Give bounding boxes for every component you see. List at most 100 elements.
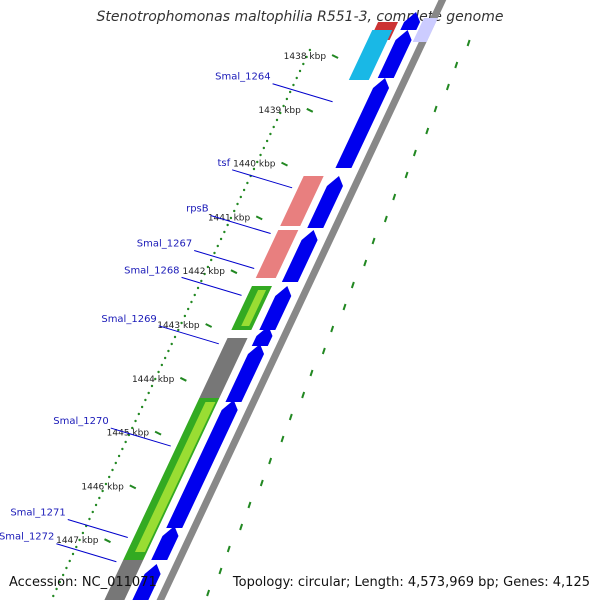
gc-content-dot [190,300,193,304]
gene-label: tsf [217,158,230,169]
tick-mark [104,538,111,544]
gc-content-dot [288,90,292,94]
gc-content-dot [111,468,114,472]
gc-content-dot [252,167,256,171]
map-title: Stenotrophomonas maltophilia R551-3, com… [96,9,504,25]
gc-content-dot [233,209,236,213]
gc-skew-dash [433,105,438,113]
leader-line [56,543,117,563]
gc-content-dot [121,447,124,451]
tick-mark [281,161,288,167]
gc-content-dot [75,545,78,549]
gc-content-dot [203,272,206,276]
gc-content-dot [114,461,117,465]
gene-label: Smal_1270 [53,416,108,427]
gc-content-dot [180,321,183,325]
gc-content-dot [157,370,160,374]
tick-label: 1443 kbp [157,321,200,331]
gc-content-dot [163,356,167,360]
tick-mark [205,323,213,328]
gc-skew-dash [350,281,355,289]
gc-content-dot [131,426,134,430]
gc-content-dot [223,230,226,234]
gc-skew-right-track [206,39,471,597]
gc-content-dot [196,286,200,290]
gene-label: Smal_1271 [10,508,65,519]
gc-content-left-track [52,48,312,598]
gc-content-dot [246,181,249,185]
tick-mark [331,54,339,59]
gc-skew-dash [383,215,388,223]
gc-content-dot [78,538,81,542]
tick-label: 1439 kbp [258,106,301,116]
gc-content-dot [183,314,187,318]
gc-content-dot [167,349,170,353]
gc-content-dot [305,55,308,59]
leader-line [158,325,219,345]
gc-content-dot [282,104,285,108]
gc-skew-dash [309,369,314,377]
tsf-feature [280,176,324,226]
gc-skew-dash [259,479,264,487]
gc-skew-dash [412,149,417,157]
gc-content-dot [226,223,229,227]
halo-feature [412,18,438,42]
gc-skew-dash [218,567,223,575]
backbone-line [156,0,447,600]
gc-skew-dash [247,501,252,509]
gc-content-dot [150,384,154,388]
leader-line [181,276,242,296]
rrna-feature [348,30,393,80]
gc-content-dot [285,97,289,101]
cds-arrow [377,30,412,78]
leader-line [194,250,255,269]
smal-1267-highlight [241,290,267,326]
cds-arrow [132,564,161,600]
gc-skew-dash [392,193,397,201]
backbone-track [156,0,447,600]
gc-content-dot [81,531,85,535]
gc-content-dot [94,503,98,507]
tick-mark [230,269,238,275]
gc-content-dot [140,405,144,409]
gc-content-dot [61,573,65,577]
gc-content-dot [298,69,302,73]
smal-1269-feature [199,338,248,398]
gc-content-dot [236,202,239,206]
gc-content-dot [219,237,223,241]
gc-content-dot [88,517,91,521]
gc-skew-dash [342,303,347,311]
leader-line [210,215,271,235]
feature-track [104,12,438,600]
cds-arrow [151,526,179,560]
gc-skew-dash [330,325,335,333]
gc-content-dot [127,433,131,437]
gc-content-dot [239,195,243,199]
gc-skew-dash [404,171,409,179]
gc-content-dot [65,566,68,570]
gc-skew-dash [239,523,244,531]
rpsB-feature [255,230,299,278]
gc-content-dot [216,244,219,248]
gc-content-dot [134,419,137,423]
gc-content-dot [269,132,272,136]
gc-skew-dash [371,237,376,245]
accession-text: Accession: NC_011071 [9,575,157,590]
gc-content-dot [213,251,216,255]
topology-text: Topology: circular; Length: 4,573,969 bp… [232,575,590,590]
tick-label: 1444 kbp [132,375,175,385]
gc-content-dot [279,111,282,115]
gc-content-dot [101,489,104,493]
tick-mark [154,430,162,436]
gc-content-dot [58,580,62,584]
gc-content-dot [265,139,269,143]
gc-content-dot [242,188,246,192]
gc-content-dot [98,496,101,500]
gc-skew-dash [321,347,326,355]
tick-label: 1447 kbp [56,536,99,546]
gc-content-dot [124,440,127,444]
gc-content-dot [229,216,233,220]
gc-content-dot [108,475,111,479]
gc-content-dot [104,482,108,486]
